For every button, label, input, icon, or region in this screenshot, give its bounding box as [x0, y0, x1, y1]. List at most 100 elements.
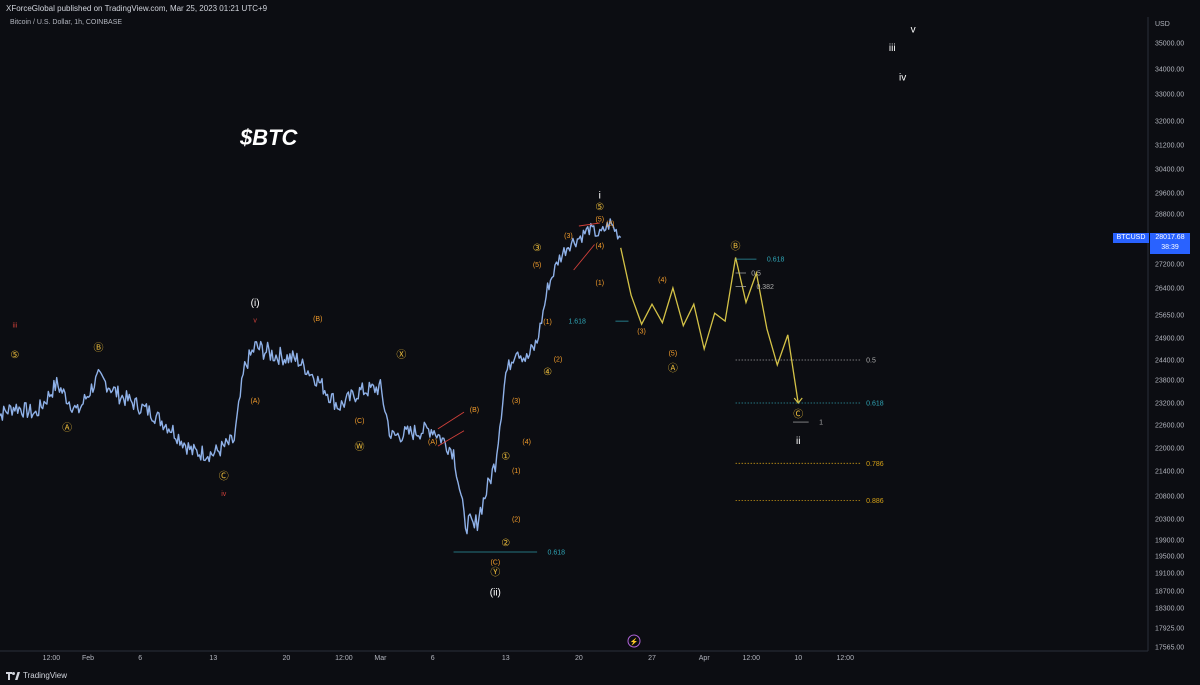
y-tick-label: 25650.00	[1155, 313, 1184, 320]
y-tick-label: 22600.00	[1155, 423, 1184, 430]
wave-label: ⑤	[10, 350, 19, 361]
tradingview-logo-text: TradingView	[23, 671, 68, 680]
x-tick-label: 12:00	[43, 655, 61, 662]
chart-title: $BTC	[239, 125, 299, 150]
y-tick-label: 35000.00	[1155, 41, 1184, 48]
x-tick-label: 20	[575, 655, 583, 662]
currency-label: USD	[1155, 21, 1170, 28]
x-tick-label: 6	[138, 655, 142, 662]
y-tick-label: 23200.00	[1155, 401, 1184, 408]
wave-label: ①	[501, 452, 510, 463]
wave-label: (2)	[512, 517, 521, 524]
y-tick-label: 26400.00	[1155, 286, 1184, 293]
fib-level-label: 0.5	[751, 271, 761, 278]
lightning-glyph: ⚡	[630, 637, 639, 646]
wave-label: (A)	[428, 439, 437, 446]
wave-label: v	[253, 318, 257, 325]
wave-label: (C)	[355, 418, 365, 425]
x-tick-label: 12:00	[836, 655, 854, 662]
wave-label: (2)	[606, 221, 615, 228]
wave-label: (i)	[251, 298, 260, 309]
x-tick-label: 6	[431, 655, 435, 662]
last-price-ticker-badge: BTCUSD	[1113, 233, 1149, 243]
wave-label: (4)	[522, 439, 531, 446]
y-tick-label: 24900.00	[1155, 336, 1184, 343]
y-tick-label: 31200.00	[1155, 143, 1184, 150]
wedge-drawing	[573, 222, 600, 271]
x-tick-label: 27	[648, 655, 656, 662]
y-tick-label: 23800.00	[1155, 378, 1184, 385]
wave-label: v	[911, 25, 916, 36]
bar-countdown: 38:39	[1161, 244, 1179, 251]
publisher-header: XForceGlobal published on TradingView.co…	[0, 0, 1200, 17]
wave-label: ③	[533, 243, 542, 254]
wave-label: (B)	[470, 407, 479, 414]
y-tick-label: 20300.00	[1155, 517, 1184, 524]
fib-level-label: 0.5	[866, 358, 876, 365]
y-tick-label: 18700.00	[1155, 589, 1184, 596]
price-series-line	[0, 218, 622, 535]
y-tick-label: 33000.00	[1155, 92, 1184, 99]
wave-label: (1)	[543, 319, 552, 326]
wave-label: (3)	[637, 328, 646, 335]
wave-label: iv	[221, 491, 227, 498]
fib-level-label: 0.786	[866, 461, 884, 468]
wave-label: (3)	[512, 398, 521, 405]
wave-label: (B)	[313, 316, 322, 323]
wave-label: Ⓦ	[355, 441, 365, 453]
wave-label: (5)	[669, 351, 678, 358]
y-tick-label: 30400.00	[1155, 167, 1184, 174]
projection-path	[620, 247, 799, 404]
wave-label: (C)	[490, 560, 500, 567]
y-tick-label: 27200.00	[1155, 262, 1184, 269]
wave-label: (1)	[595, 280, 604, 287]
wave-label: iv	[899, 72, 906, 83]
wave-label: (ii)	[490, 587, 501, 598]
y-tick-label: 29600.00	[1155, 191, 1184, 198]
fib-level-label: 0.618	[767, 257, 785, 264]
y-tick-label: 18300.00	[1155, 606, 1184, 613]
fib-level-label: 0.382	[756, 284, 774, 291]
fib-level-label: 1	[819, 420, 823, 427]
y-tick-label: 19900.00	[1155, 538, 1184, 545]
y-tick-label: 19500.00	[1155, 554, 1184, 561]
last-price-badge: 28017.68 38:39	[1150, 233, 1190, 254]
wave-label: (3)	[564, 233, 573, 240]
x-tick-label: 12:00	[742, 655, 760, 662]
y-tick-label: 24400.00	[1155, 358, 1184, 365]
y-tick-label: 22000.00	[1155, 446, 1184, 453]
wave-label: (2)	[554, 357, 563, 364]
x-tick-label: Mar	[374, 655, 387, 662]
symbol-title: Bitcoin / U.S. Dollar, 1h, COINBASE	[10, 19, 123, 26]
wave-label: Ⓑ	[93, 342, 103, 354]
y-tick-label: 32000.00	[1155, 119, 1184, 126]
lightning-icon[interactable]	[627, 634, 641, 648]
y-tick-label: 17925.00	[1155, 626, 1184, 633]
fib-level-label: 0.618	[866, 401, 884, 408]
fib-level-label: 0.886	[866, 498, 884, 505]
wave-label: Ⓧ	[396, 349, 406, 361]
wave-label: iii	[13, 322, 18, 329]
tradingview-logo[interactable]: TradingView	[6, 671, 67, 680]
wave-label: Ⓐ	[668, 363, 678, 375]
triangle-drawing	[437, 411, 465, 447]
wave-label: ⑤	[595, 202, 604, 213]
fib-level-label: 1.618	[568, 319, 586, 326]
tradingview-icon	[6, 671, 20, 680]
wave-label: (5)	[533, 262, 542, 269]
wave-label: Ⓐ	[62, 422, 72, 434]
wave-label: (5)	[595, 217, 604, 224]
fib-level-label: 0.618	[548, 550, 566, 557]
wave-label: Ⓒ	[793, 409, 803, 421]
wave-label: (A)	[250, 398, 259, 405]
wave-label: Ⓑ	[731, 240, 741, 252]
y-tick-label: 34000.00	[1155, 67, 1184, 74]
wave-label: ④	[543, 367, 552, 378]
wave-label: (4)	[595, 243, 604, 250]
x-tick-label: 13	[209, 655, 217, 662]
wave-label: Ⓒ	[219, 470, 229, 482]
wave-label: ②	[501, 538, 510, 549]
wave-label: Ⓨ	[490, 566, 500, 578]
